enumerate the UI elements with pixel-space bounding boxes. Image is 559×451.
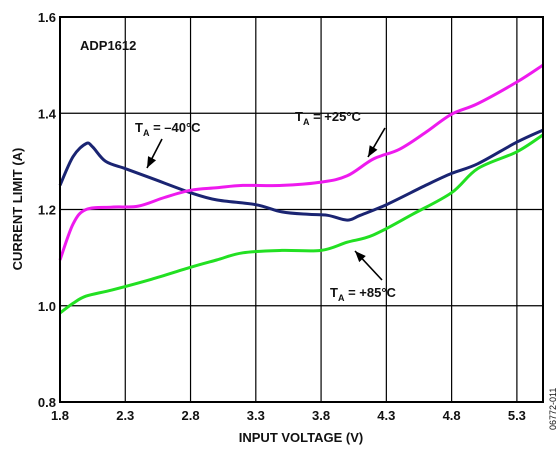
y-tick-labels: 0.8 1.0 1.2 1.4 1.6 [38,10,57,410]
y-tick-label: 1.0 [38,299,56,314]
series-line-minus40 [58,128,544,222]
y-tick-label: 0.8 [38,395,56,410]
x-tick-label: 4.8 [443,408,461,423]
x-axis-title: INPUT VOLTAGE (V) [239,430,363,445]
y-tick-label: 1.6 [38,10,56,25]
figure-id: 06772-011 [548,388,558,430]
x-tick-label: 3.8 [312,408,330,423]
annotation-arrows [146,127,386,281]
y-tick-label: 1.2 [38,203,56,218]
annotation-minus40: TA = –40°C [135,120,201,138]
series-line-plus25 [58,63,544,261]
y-axis-title: CURRENT LIMIT (A) [10,148,25,271]
annotation-plus85: TA = +85°C [330,285,397,303]
x-tick-label: 2.8 [182,408,200,423]
x-tick-label: 1.8 [51,408,69,423]
grid [60,17,543,402]
series-line-plus85 [59,133,544,315]
annotation-plus25: TA = +25°C [295,109,362,127]
x-tick-label: 5.3 [508,408,526,423]
arrow-minus40-head [147,156,157,168]
plot-frame [59,16,544,403]
y-tick-label: 1.4 [38,106,57,121]
x-tick-label: 3.3 [247,408,265,423]
chart-title: ADP1612 [80,38,136,53]
series-lines [58,63,544,315]
arrow-plus25-head [368,145,378,157]
x-tick-labels: 1.8 2.3 2.8 3.3 3.8 4.3 4.8 5.3 [51,408,526,423]
x-tick-label: 4.3 [377,408,395,423]
x-tick-label: 2.3 [116,408,134,423]
arrow-plus85-head [355,251,366,263]
